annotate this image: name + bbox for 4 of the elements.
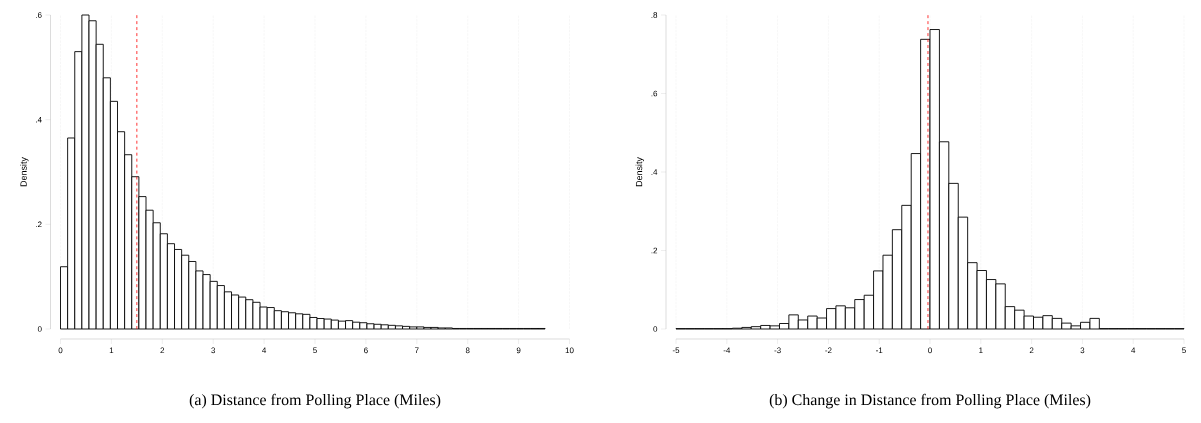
- text: (b) Change in Distance from Polling Place (Miles): [769, 393, 1091, 409]
- text: (a) Distance from Polling Place (Miles): [189, 393, 441, 409]
- y-axis-title: Density: [20, 157, 29, 187]
- y-axis-title: Density: [635, 157, 644, 187]
